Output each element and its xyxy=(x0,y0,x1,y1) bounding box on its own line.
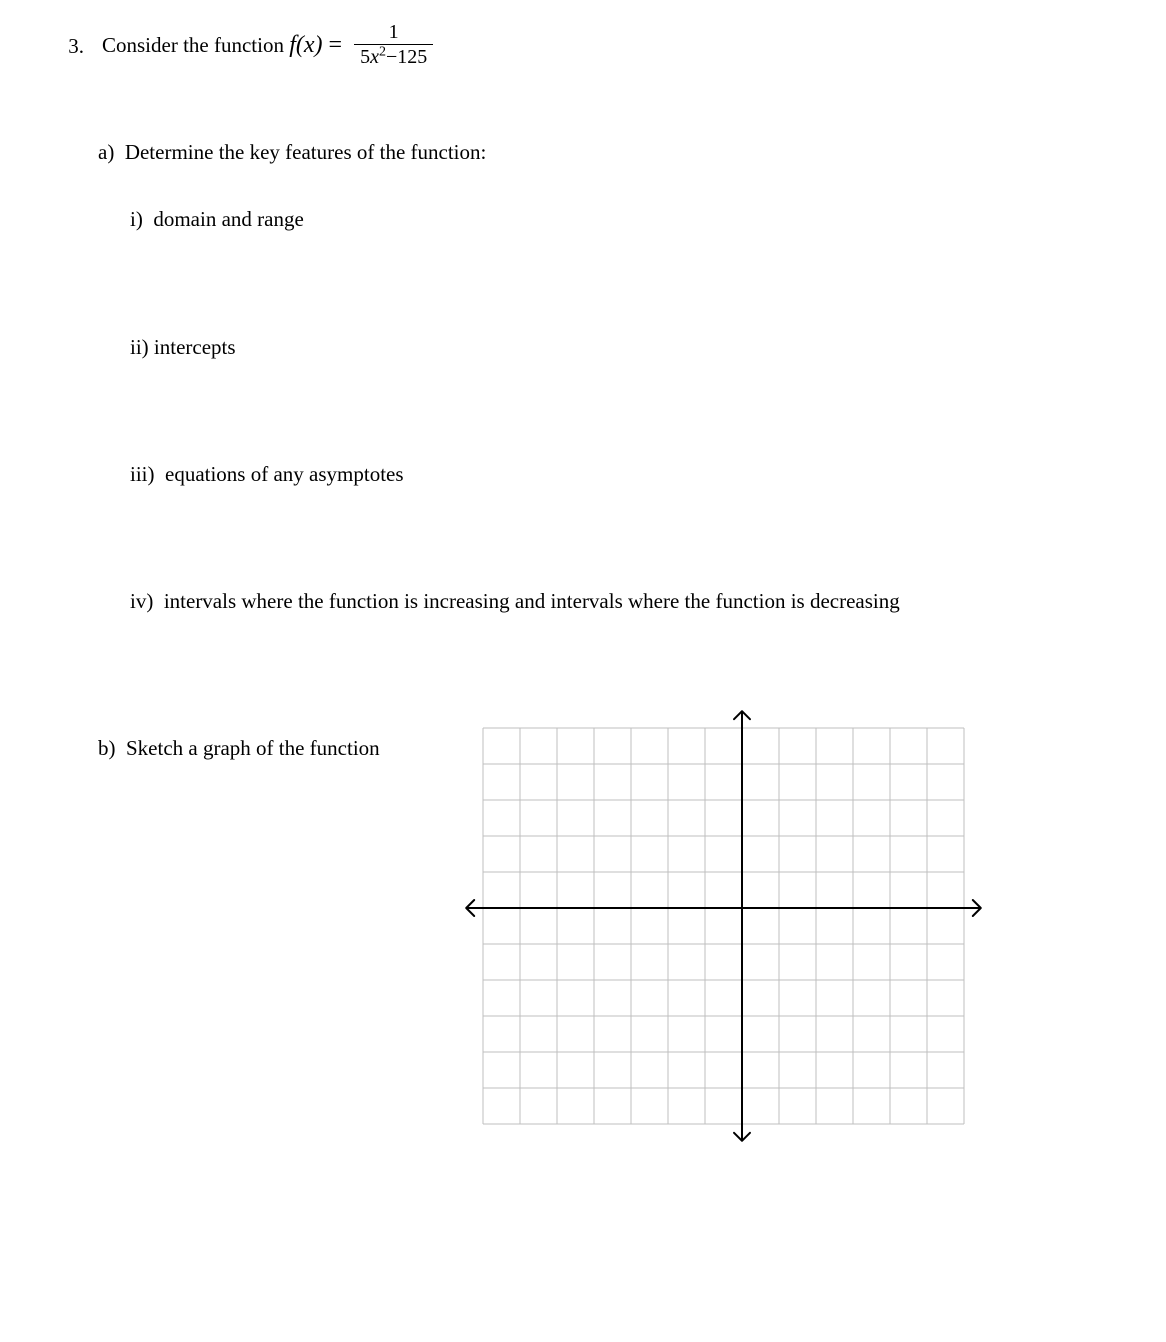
question-number: 3. xyxy=(60,33,84,60)
part-b-label: b) Sketch a graph of the function xyxy=(98,736,380,760)
subpart-ii: ii) intercepts xyxy=(130,334,1106,361)
graph-grid xyxy=(455,700,992,1159)
fraction-numerator: 1 xyxy=(354,22,433,45)
subparts-list: i) domain and range ii) intercepts iii) … xyxy=(130,206,1106,615)
stem-prefix: Consider the function xyxy=(102,33,289,57)
func-arg: x xyxy=(304,32,315,58)
question-stem: 3. Consider the function f(x) = 1 5x2−12… xyxy=(60,24,1106,69)
stem-text: Consider the function f(x) = 1 5x2−125 xyxy=(102,24,433,69)
part-a-label: a) Determine the key features of the fun… xyxy=(98,140,486,164)
subpart-iv: iv) intervals where the function is incr… xyxy=(130,588,1106,615)
part-a: a) Determine the key features of the fun… xyxy=(98,139,1106,166)
subpart-i: i) domain and range xyxy=(130,206,1106,233)
graph-svg xyxy=(455,700,992,1152)
eq-sign: = xyxy=(323,32,349,58)
function-expression: f(x) = 1 5x2−125 xyxy=(289,32,433,58)
subpart-iii: iii) equations of any asymptotes xyxy=(130,461,1106,488)
fraction: 1 5x2−125 xyxy=(354,22,433,67)
fraction-denominator: 5x2−125 xyxy=(354,45,433,67)
func-f: f xyxy=(289,32,296,58)
